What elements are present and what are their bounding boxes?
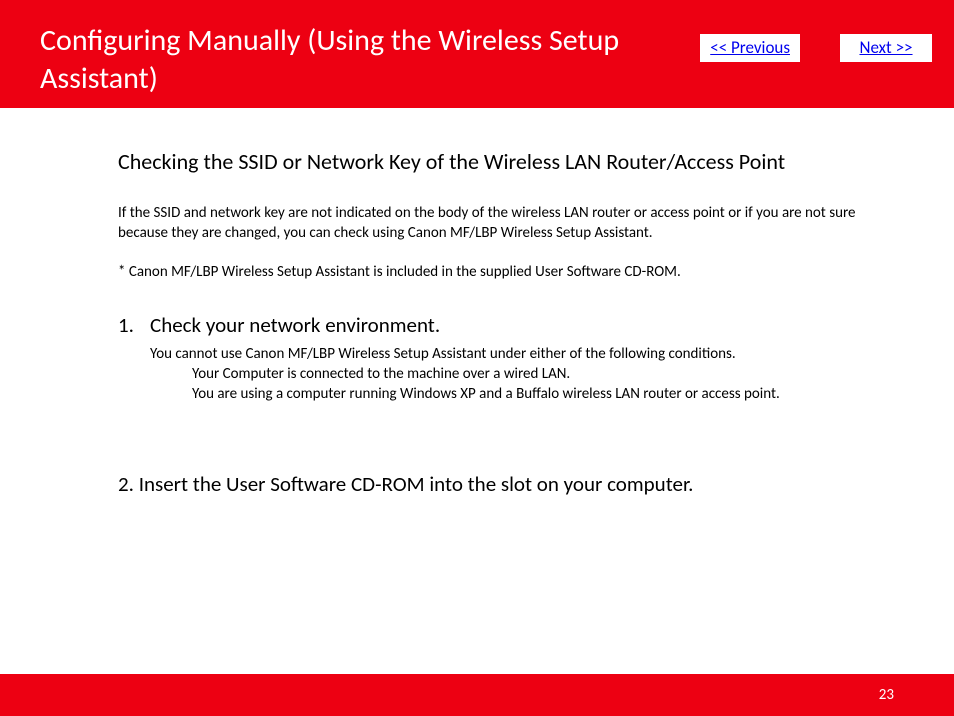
step-1-subtext: You cannot use Canon MF/LBP Wireless Set… [118,344,888,364]
intro-paragraph: If the SSID and network key are not indi… [118,203,888,244]
nav-buttons: << Previous Next >> [700,34,932,62]
previous-button[interactable]: << Previous [700,34,800,62]
header-bar: Configuring Manually (Using the Wireless… [0,0,954,108]
section-title: Checking the SSID or Network Key of the … [118,148,914,175]
next-button[interactable]: Next >> [840,34,932,62]
step-1-condition-2: You are using a computer running Windows… [118,384,908,404]
step-1-condition-1: Your Computer is connected to the machin… [118,364,908,384]
page-title: Configuring Manually (Using the Wireless… [40,22,680,97]
step-2-heading: 2. Insert the User Software CD-ROM into … [118,471,914,497]
step-1: 1.Check your network environment. You ca… [118,312,914,405]
footer-bar: 23 [0,674,954,716]
step-1-number: 1. [118,312,150,338]
step-1-title: Check your network environment. [150,312,440,338]
page-number: 23 [879,686,894,704]
step-1-heading: 1.Check your network environment. [118,312,914,338]
content-area: Checking the SSID or Network Key of the … [0,108,954,497]
note-paragraph: * Canon MF/LBP Wireless Setup Assistant … [118,262,888,282]
